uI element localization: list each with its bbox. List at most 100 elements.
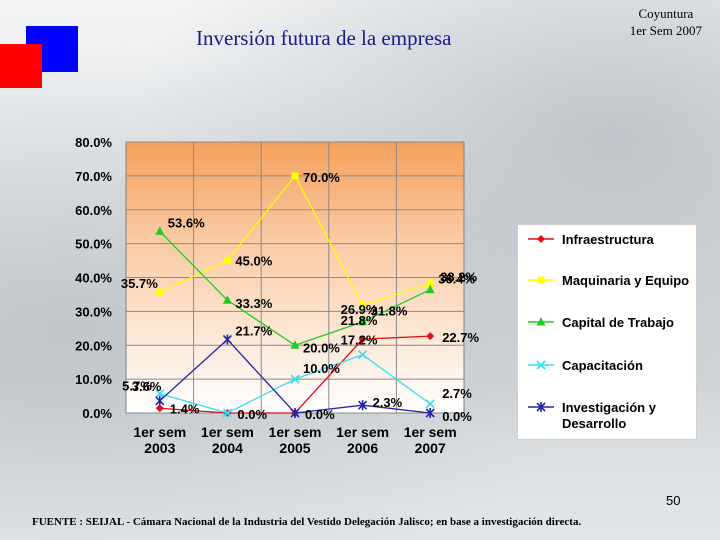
page-number: 50 xyxy=(666,493,681,508)
data-point xyxy=(358,335,367,344)
legend-label-line: Desarrollo xyxy=(562,416,627,431)
data-label: 10.0% xyxy=(303,361,340,376)
data-point xyxy=(425,284,435,294)
legend-marker xyxy=(536,360,546,370)
data-label: 38.2% xyxy=(440,270,477,285)
legend-item: Maquinaria y Equipo xyxy=(526,273,689,289)
x-tick-label: 1er sem xyxy=(201,424,254,440)
legend-swatch xyxy=(526,358,562,372)
legend-item: Capacitación xyxy=(526,358,643,374)
legend-swatch-graphic xyxy=(528,360,554,370)
data-label: 20.0% xyxy=(303,340,340,355)
x-tick-label: 1er sem xyxy=(336,424,389,440)
y-axis: 0.0% 10.0% 20.0% 30.0% 40.0% 50.0% 60.0% 70.0% 8… xyxy=(75,135,112,421)
series-2 xyxy=(155,226,435,349)
legend-marker xyxy=(536,402,546,412)
legend-swatch-graphic xyxy=(528,276,554,284)
chart-legend: Infraestructura Maquinaria y Equipo Capita… xyxy=(517,224,697,440)
data-point xyxy=(426,280,434,288)
y-tick-label: 50.0% xyxy=(75,237,112,252)
data-point xyxy=(222,295,232,304)
page-title: Inversión futura de la empresa xyxy=(196,26,452,50)
legend-label: Investigación y Desarrollo xyxy=(562,400,656,432)
decorative-red-square xyxy=(0,44,42,88)
data-point xyxy=(155,226,165,235)
data-point xyxy=(155,389,165,399)
data-label: 1.4% xyxy=(170,401,200,416)
legend-label: Maquinaria y Equipo xyxy=(562,273,689,289)
corner-line-1: Coyuntura xyxy=(638,6,694,21)
x-tick-label: 1er sem xyxy=(269,424,322,440)
data-label: 0.0% xyxy=(442,409,472,424)
data-point xyxy=(222,334,232,345)
y-tick-label: 60.0% xyxy=(75,203,112,218)
y-tick-label: 30.0% xyxy=(75,304,112,319)
data-label: 33.3% xyxy=(235,296,272,311)
y-tick-label: 40.0% xyxy=(75,271,112,286)
y-tick-label: 70.0% xyxy=(75,169,112,184)
data-label: 2.7% xyxy=(442,386,472,401)
data-point xyxy=(425,408,435,418)
data-point xyxy=(358,316,368,326)
legend-swatch xyxy=(526,273,562,287)
legend-swatch xyxy=(526,232,562,246)
series-1 xyxy=(156,172,434,309)
x-tick-label: 2004 xyxy=(212,440,243,456)
data-label: 35.7% xyxy=(121,276,158,291)
y-tick-label: 20.0% xyxy=(75,338,112,353)
data-point xyxy=(222,408,232,418)
data-point xyxy=(155,404,164,413)
data-label: 5.7% xyxy=(122,379,152,394)
legend-swatch-graphic xyxy=(528,235,554,243)
legend-label: Capital de Trabajo xyxy=(562,315,674,331)
data-point xyxy=(290,340,300,349)
y-tick-label: 80.0% xyxy=(75,135,112,150)
data-label: 0.0% xyxy=(305,407,335,422)
corner-caption: Coyuntura 1er Sem 2007 xyxy=(630,5,702,39)
data-point xyxy=(290,408,300,418)
data-point xyxy=(291,172,299,180)
data-point xyxy=(425,399,435,409)
data-point xyxy=(155,395,165,406)
legend-marker xyxy=(536,317,546,326)
legend-label-line: Infraestructura xyxy=(562,232,654,247)
legend-label-line: Investigación y xyxy=(562,400,656,415)
data-label: 0.0% xyxy=(237,407,267,422)
legend-swatch-graphic xyxy=(528,402,554,412)
x-tick-label: 1er sem xyxy=(133,424,186,440)
y-tick-label: 10.0% xyxy=(75,372,112,387)
x-tick-label: 2005 xyxy=(279,440,310,456)
x-tick-label: 1er sem xyxy=(404,424,457,440)
legend-item: Investigación y Desarrollo xyxy=(526,400,656,432)
data-point xyxy=(156,288,164,296)
series-3 xyxy=(155,350,435,418)
legend-item: Capital de Trabajo xyxy=(526,315,674,331)
data-point xyxy=(290,374,300,384)
data-label: 45.0% xyxy=(235,254,272,269)
data-label: 22.7% xyxy=(442,330,479,345)
data-label: 26.9% xyxy=(341,302,378,317)
y-tick-label: 0.0% xyxy=(82,406,112,421)
legend-label-line: Capacitación xyxy=(562,358,643,373)
legend-label: Capacitación xyxy=(562,358,643,374)
data-label: 53.6% xyxy=(168,215,205,230)
legend-marker xyxy=(537,235,545,243)
legend-swatch-graphic xyxy=(528,317,554,326)
data-point xyxy=(359,301,367,309)
legend-label: Infraestructura xyxy=(562,232,654,248)
data-label: 17.2% xyxy=(341,333,378,348)
data-label: 70.0% xyxy=(303,170,340,185)
data-point xyxy=(358,350,368,360)
series-group xyxy=(155,172,435,418)
source-note: FUENTE : SEIJAL - Cámara Nacional de la … xyxy=(32,516,582,528)
series-4 xyxy=(155,334,435,418)
legend-marker xyxy=(537,276,545,284)
legend-label-line: Maquinaria y Equipo xyxy=(562,273,690,288)
data-label: 21.7% xyxy=(235,323,272,338)
data-label: 3.6% xyxy=(132,379,162,394)
legend-label-line: Capital de Trabajo xyxy=(562,315,674,330)
data-labels: 1.4% 0.0% 0.0% 21.8% 22.7% 35.7% 45.0% 70.0% 31.… xyxy=(121,170,480,424)
legend-swatch xyxy=(526,400,562,414)
